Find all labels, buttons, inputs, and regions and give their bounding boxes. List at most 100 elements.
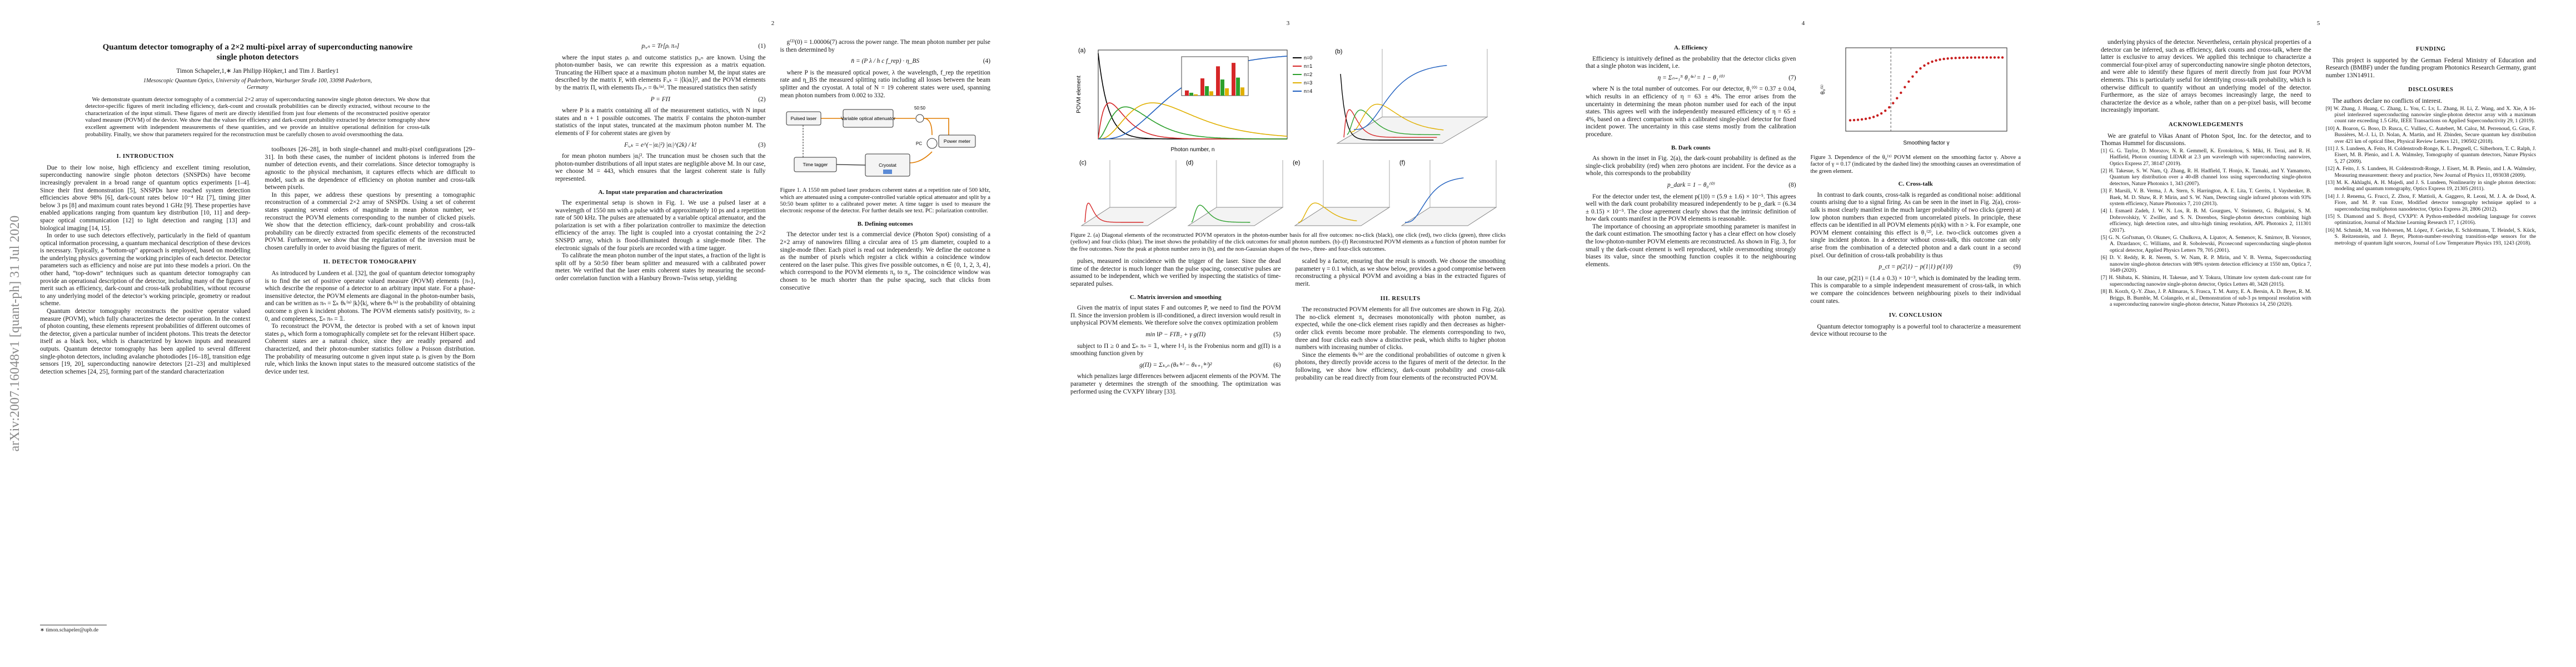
columns: pᵢ,ₙ = Tr[ρᵢ πₙ] (1) where the input state…	[555, 39, 990, 635]
section-heading: III. RESULTS	[1380, 295, 1421, 302]
equation-text: n̄ = (P λ / h c f_rep) · η_BS	[851, 58, 920, 65]
columns: A. Efficiency Efficiency is intuitively d…	[1586, 39, 2021, 635]
reference: [11] J. S. Lundeen, A. Feito, H. Coldens…	[2325, 146, 2537, 165]
x-axis-label: Photon number, n	[1171, 147, 1215, 153]
inset-bar	[1200, 78, 1204, 96]
column: underlying physics of the detector. Neve…	[2101, 39, 2311, 635]
povm-surface-line	[1350, 103, 1444, 133]
equation-text: p_dark = 1 − θ₀⁽⁰⁾	[1667, 181, 1715, 188]
power-meter-box	[938, 135, 976, 148]
data-dot	[1935, 59, 1937, 62]
data-dot	[1903, 86, 1906, 88]
data-dot	[1911, 75, 1914, 78]
x-axis-label: Smoothing factor γ	[1903, 140, 1949, 146]
povm-surface-line	[1405, 177, 1464, 223]
legend-label: n=4	[1304, 88, 1312, 94]
equation: pᵢ,ₙ = Tr[ρᵢ πₙ] (1)	[555, 43, 765, 51]
page: 2 pᵢ,ₙ = Tr[ρᵢ πₙ] (1) where the input stat…	[515, 0, 1030, 667]
paragraph: Due to their low noise, high efficiency …	[40, 164, 251, 232]
paragraph: Quantum detector tomography reconstructs…	[40, 308, 251, 375]
equation-number: (9)	[2013, 263, 2021, 271]
data-dot	[1946, 57, 1949, 60]
subsection-heading: A. Input state preparation and character…	[598, 188, 723, 196]
paragraph: This project is supported by the German …	[2325, 57, 2537, 79]
data-dot	[2001, 56, 2004, 59]
equation-text: p_ct = p(2|1) − p(1|1) p(1|0)	[1879, 263, 1953, 271]
legend-label: n=0	[1304, 55, 1312, 61]
y-axis-label: θ₀⁽¹⁾	[1820, 84, 1826, 94]
data-dot	[1962, 56, 1965, 59]
equation: η = Σₙ₌₁ᴺ θ₁⁽ⁿ⁾ = 1 − θ₁⁽⁰⁾ (7)	[1586, 74, 1796, 82]
column: toolboxes [26–28], in both single-channe…	[265, 146, 476, 635]
subsection-heading: C. Cross-talk	[1898, 181, 1933, 188]
inset-bar	[1189, 92, 1193, 96]
data-dot	[1942, 57, 1945, 61]
reference: [15] S. Diamond and S. Boyd, CVXPY: A Py…	[2325, 213, 2537, 226]
povm-surface-line	[1347, 109, 1441, 136]
inset-bar	[1236, 77, 1240, 96]
data-dot	[1970, 56, 1972, 59]
paragraph: The reconstructed POVM elements for all …	[1295, 306, 1506, 351]
section-heading: FUNDING	[2415, 46, 2446, 52]
inset-bar	[1194, 94, 1198, 96]
reference: [14] J. J. Renema, G. Frucci, Z. Zhou, F…	[2325, 193, 2537, 212]
data-dot	[1923, 64, 1926, 67]
columns: I. INTRODUCTION Due to their low noise, h…	[40, 146, 475, 635]
paragraph: The authors declare no conflicts of inte…	[2332, 97, 2443, 104]
data-dot	[1919, 67, 1922, 70]
reference: [8] B. Korzh, Q.-Y. Zhao, J. P. Allmaras…	[2101, 288, 2311, 308]
panel-floor	[1187, 207, 1284, 226]
data-dot	[1860, 118, 1864, 121]
reference: [3] F. Marsili, V. B. Verma, J. A. Stern…	[2101, 188, 2311, 207]
columns: underlying physics of the detector. Neve…	[2101, 39, 2536, 635]
inset-bar	[1205, 86, 1209, 96]
equation-number: (8)	[1788, 181, 1796, 188]
paragraph: As introduced by Lundeen et al. [32], th…	[265, 270, 476, 322]
paragraph: As shown in the inset in Fig. 2(a), the …	[1586, 155, 1796, 177]
povm-surface-line	[1084, 202, 1144, 223]
equation: p_ct = p(2|1) − p(1|1) p(1|0) (9)	[1811, 263, 2021, 271]
inset-bar	[1232, 63, 1235, 96]
paragraph: for mean photon numbers |αᵢ|². The trunc…	[555, 153, 766, 182]
paragraph: Efficiency is intuitively defined as the…	[1586, 55, 1796, 70]
panel-wall	[1382, 49, 1488, 117]
povm-surface-line	[1298, 202, 1357, 223]
subsection-heading: B. Dark counts	[1671, 144, 1711, 151]
inset-bar	[1225, 88, 1229, 96]
front-matter: Quantum detector tomography of a 2×2 mul…	[40, 39, 475, 138]
beam-splitter	[915, 114, 924, 123]
pc-label: PC	[916, 141, 922, 146]
data-dot	[1931, 60, 1934, 63]
equation-number: (4)	[983, 58, 990, 65]
data-dot	[1958, 56, 1961, 59]
paragraph: To calibrate the mean photon number of t…	[555, 252, 766, 282]
inset-bar	[1240, 87, 1244, 96]
reference: [6] D. V. Reddy, R. R. Nerem, S. W. Nam,…	[2101, 255, 2311, 274]
data-dot	[1954, 57, 1957, 59]
panel-wall	[1323, 160, 1390, 207]
references: [1] G. G. Taylor, D. Morozov, N. R. Gemm…	[2101, 148, 2311, 308]
data-dot	[1899, 91, 1902, 94]
subsection-heading: A. Efficiency	[1674, 44, 1708, 51]
paragraph: The importance of choosing an appropriat…	[1586, 223, 1796, 268]
array-chip	[883, 170, 892, 175]
figure-caption: Figure 3. Dependence of the θ₀⁽¹⁾ POVM e…	[1810, 155, 2021, 175]
figure-caption: Figure 1. A 1550 nm pulsed laser produce…	[780, 187, 991, 215]
paragraph: where P is the measured optical power, λ…	[780, 69, 991, 99]
equation-text: P = FΠ	[650, 96, 670, 103]
fiber	[909, 151, 933, 163]
authors: Timon Schapeler,1,∗ Jan Philipp Höpker,1…	[176, 68, 339, 74]
footnote: ∗ timon.schapeler@upb.de	[40, 625, 107, 635]
column: Smoothing factor γ θ₀⁽¹⁾ Figure 3. Depende…	[1811, 39, 2021, 635]
laser-box	[786, 111, 821, 126]
data-dot	[1880, 112, 1883, 115]
data-dot	[1989, 56, 1992, 59]
reference: [13] M. K. Akhlaghi, A. H. Majedi, and J…	[2325, 180, 2537, 192]
paragraph: The detector under test is a commercial …	[780, 231, 991, 291]
column: g⁽²⁾(0) = 1.00006(7) across the power ra…	[780, 39, 991, 635]
data-dot	[1966, 56, 1969, 59]
povm-surface-line	[1191, 205, 1250, 223]
pc-paddle	[926, 138, 938, 149]
data-dot	[1927, 62, 1930, 65]
paragraph: where the input states ρᵢ and outcome st…	[555, 54, 766, 91]
